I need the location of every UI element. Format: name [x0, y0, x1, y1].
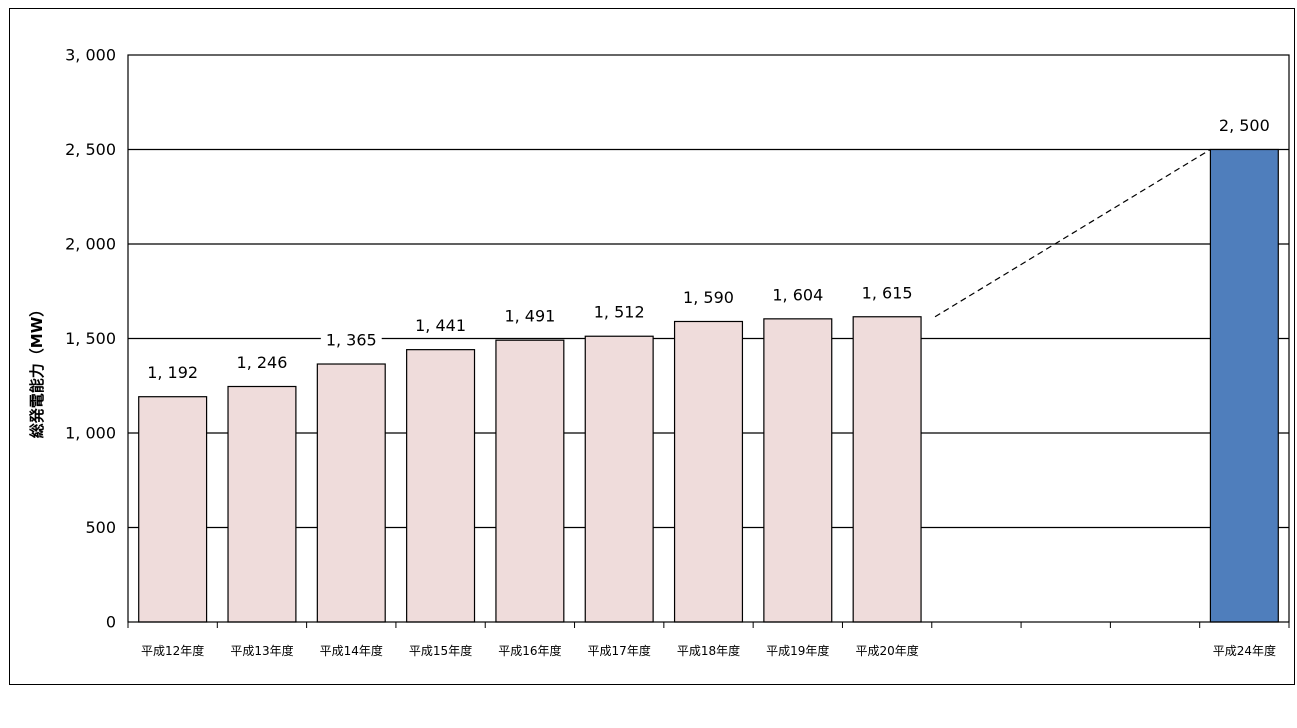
x-tick-label: 平成18年度	[677, 643, 740, 658]
bar	[852, 316, 922, 623]
y-tick-label: 1, 500	[65, 329, 116, 348]
bar	[584, 335, 654, 623]
y-tick-label: 1, 000	[65, 424, 116, 443]
x-tick-label: 平成14年度	[320, 643, 383, 658]
data-label-background	[588, 301, 650, 323]
x-tick-label: 平成16年度	[498, 643, 561, 658]
data-label-background	[320, 329, 382, 351]
bar	[495, 339, 565, 623]
data-label-background	[1213, 115, 1275, 136]
data-label-background	[231, 352, 293, 374]
y-axis-title: 総発電能力（MW）	[28, 302, 46, 438]
chart-frame: 0 500 1, 000 1, 500 2, 000 2, 500 3, 000 平成12年…	[9, 8, 1295, 685]
y-axis-ticks: 0 500 1, 000 1, 500 2, 000 2, 500 3, 000	[65, 46, 116, 632]
bar-chart: 0 500 1, 000 1, 500 2, 000 2, 500 3, 000 平成12年…	[28, 46, 1290, 658]
data-labels: 1, 192 1, 246 1, 365 1, 441 1, 491 1, 512 1, 5…	[142, 115, 1275, 384]
data-label: 2, 500	[1219, 116, 1270, 135]
bar	[138, 396, 208, 623]
data-label: 1, 246	[237, 353, 288, 372]
bar	[406, 349, 476, 623]
x-tick-label: 平成15年度	[409, 643, 472, 658]
data-label: 1, 615	[862, 283, 913, 302]
data-label-background	[410, 315, 472, 337]
data-label-background	[767, 284, 829, 306]
bar	[763, 318, 833, 623]
data-label-background	[142, 362, 204, 384]
x-tick-label: 平成20年度	[855, 643, 918, 658]
y-tick-label: 2, 000	[65, 235, 116, 254]
bar	[227, 385, 297, 623]
x-tick-label: 平成19年度	[766, 643, 829, 658]
bar	[673, 320, 744, 623]
y-tick-label: 3, 000	[65, 46, 116, 65]
data-label-background	[678, 286, 739, 308]
data-label-background	[499, 305, 561, 327]
data-label: 1, 590	[683, 288, 734, 307]
data-label: 1, 365	[326, 331, 377, 350]
plot-axes	[127, 54, 1290, 628]
y-tick-label: 2, 500	[65, 140, 116, 159]
data-label: 1, 604	[772, 285, 823, 304]
projection-dashed-line	[934, 148, 1211, 318]
y-tick-label: 500	[85, 518, 116, 537]
bar	[1209, 148, 1279, 623]
data-label: 1, 512	[594, 303, 645, 322]
x-tick-label: 平成24年度	[1213, 643, 1276, 658]
data-label-background	[856, 282, 918, 304]
annotations	[934, 148, 1211, 318]
x-tick-label: 平成17年度	[588, 643, 651, 658]
x-tick-label: 平成13年度	[230, 643, 293, 658]
data-label: 1, 192	[147, 363, 198, 382]
bar	[316, 363, 386, 623]
data-label: 1, 491	[504, 307, 555, 326]
data-label: 1, 441	[415, 316, 466, 335]
bars	[138, 148, 1279, 623]
y-tick-label: 0	[106, 613, 116, 632]
x-tick-label: 平成12年度	[141, 643, 204, 658]
x-axis-ticks: 平成12年度 平成13年度 平成14年度 平成15年度 平成16年度 平成17年度 平成18…	[141, 643, 1276, 658]
plot-area-border	[127, 54, 1290, 623]
